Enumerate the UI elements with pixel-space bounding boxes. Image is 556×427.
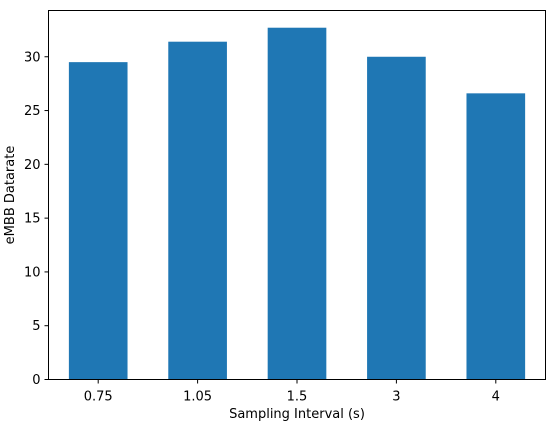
x-tick-label: 3 xyxy=(392,390,400,405)
x-tick-label: 0.75 xyxy=(84,390,113,405)
x-axis-label: Sampling Interval (s) xyxy=(229,407,365,422)
x-tick-label: 4 xyxy=(492,390,500,405)
y-tick-label: 5 xyxy=(32,319,40,334)
plot-frame xyxy=(48,10,546,380)
y-tick-label: 30 xyxy=(24,50,41,65)
y-axis-label: eMBB Datarate xyxy=(3,146,18,245)
y-axis-ticks: 0 5 10 15 20 25 30 xyxy=(24,50,49,388)
bar-1.5 xyxy=(267,27,327,380)
y-tick-label: 20 xyxy=(24,158,41,173)
x-tick-label: 1.05 xyxy=(183,390,212,405)
y-tick-label: 10 xyxy=(24,265,41,280)
x-axis-ticks: 0.75 1.05 1.5 3 4 xyxy=(84,379,500,405)
y-tick-label: 15 xyxy=(24,212,41,227)
y-tick-label: 0 xyxy=(32,373,40,388)
x-tick-label: 1.5 xyxy=(287,390,308,405)
y-tick-label: 25 xyxy=(24,104,41,119)
bar-3 xyxy=(367,56,426,380)
bar-0.75 xyxy=(68,62,128,380)
bars-layer xyxy=(68,27,526,380)
bar-4 xyxy=(466,93,526,380)
bar-1.05 xyxy=(168,41,227,380)
